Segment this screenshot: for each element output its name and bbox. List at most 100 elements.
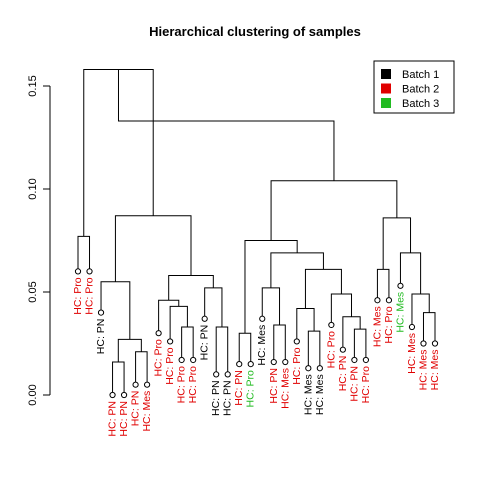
leaf-point	[397, 282, 404, 289]
merge-link	[270, 252, 324, 288]
leaf-label: HC: Pro	[360, 366, 372, 404]
merge-link	[112, 361, 125, 395]
merge-link	[422, 312, 436, 344]
leaf-label: HC: PN	[95, 319, 107, 355]
leaf-label: HC: Pro	[291, 347, 303, 385]
leaf-point	[236, 361, 243, 368]
leaf-label: HC: Mes	[371, 306, 383, 347]
leaf-label: HC: Mes	[302, 374, 314, 415]
legend-entry: Batch 2	[402, 84, 439, 96]
leaf-label: HC: Pro	[164, 347, 176, 385]
merge-link	[114, 215, 192, 282]
leaf-point	[282, 358, 289, 366]
leaf-label: HC: Pro	[187, 366, 199, 404]
leaf-point	[293, 338, 300, 345]
leaf-point	[190, 356, 197, 364]
leaf-label: HC: PN	[107, 401, 119, 437]
leaf-point	[247, 361, 254, 368]
merge-link	[169, 305, 188, 342]
merge-link	[296, 307, 315, 342]
merge-link	[342, 316, 361, 350]
merge-link	[181, 326, 194, 360]
leaf-point	[224, 371, 231, 378]
merge-link	[204, 287, 223, 328]
legend-entry: Batch 3	[402, 98, 439, 110]
leaf-point	[374, 297, 381, 304]
leaf-label: HC: PN	[337, 356, 349, 392]
leaf-point	[213, 371, 220, 378]
leaf-point	[109, 391, 116, 399]
dendrogram-tree	[77, 69, 436, 395]
leaf-point	[259, 315, 266, 322]
legend-swatch	[381, 69, 391, 79]
leaf-point	[316, 365, 323, 372]
leaf-point	[201, 315, 208, 322]
leaf-point	[362, 356, 370, 364]
leaf-label: HC: PN	[130, 391, 142, 427]
y-axis: 0.00 0.05 0.10 0.15	[27, 75, 51, 406]
leaf-point	[351, 356, 358, 364]
leaf-label: HC: PN	[268, 368, 280, 404]
leaf-point	[431, 340, 439, 347]
leaf-label: HC: Mes	[141, 391, 153, 432]
leaf-point	[167, 338, 174, 345]
leaf-label: HC: Pro	[383, 306, 395, 344]
leaf-point	[143, 381, 151, 388]
leaf-point	[74, 268, 82, 275]
leaf-point	[305, 365, 312, 372]
leaf-label: HC: PN	[210, 380, 222, 416]
leaf-point	[178, 356, 185, 364]
leaf-label: HC: PN	[118, 401, 130, 437]
merge-link	[135, 351, 148, 385]
leaf-label: HC: Pro	[84, 277, 96, 315]
leaf-label: HC: Mes	[417, 350, 429, 391]
merge-link	[376, 268, 390, 301]
legend-swatch	[381, 98, 391, 108]
merge-link	[270, 180, 398, 241]
leaf-label: HC: Mes	[406, 333, 418, 374]
legend-entry: Batch 1	[402, 69, 439, 81]
leaf-point	[120, 391, 128, 399]
leaf-point	[420, 340, 427, 347]
leaf-label: HC: PN	[233, 370, 245, 406]
merge-link	[330, 293, 353, 325]
merge-link	[77, 235, 91, 272]
merge-link	[158, 299, 180, 334]
leaf-label: HC: Mes	[314, 374, 326, 415]
leaf-label: HC: PN	[222, 380, 234, 416]
legend: Batch 1 Batch 2 Batch 3	[373, 60, 455, 114]
y-tick-label: 0.00	[27, 384, 39, 405]
y-tick-label: 0.15	[27, 75, 39, 96]
leaf-label: HC: Mes	[279, 368, 291, 409]
leaf-point	[328, 321, 335, 329]
leaf-point	[132, 381, 139, 388]
leaf-point	[270, 358, 277, 366]
y-tick-label: 0.10	[27, 178, 39, 199]
leaf-point	[385, 297, 393, 304]
merge-link	[117, 69, 335, 181]
merge-link	[238, 332, 252, 365]
merge-link	[273, 324, 286, 363]
leaf-label: HC: Pro	[153, 339, 165, 377]
y-tick-label: 0.05	[27, 281, 39, 302]
merge-link	[215, 326, 229, 375]
leaf-label: HC: PN	[199, 325, 211, 361]
legend-swatch	[381, 83, 391, 94]
merge-link	[304, 268, 342, 309]
leaf-label: HC: PN	[348, 366, 360, 402]
leaf-label: HC: Pro	[176, 366, 188, 404]
leaf-point	[408, 323, 416, 331]
leaf-label: HC: Pro	[72, 277, 84, 315]
merge-link	[411, 293, 430, 328]
leaf-point	[86, 268, 93, 275]
merge-link	[382, 217, 412, 270]
leaf-label: HC: Mes	[256, 325, 268, 366]
leaf-point	[155, 330, 162, 337]
leaf-point	[97, 309, 105, 316]
merge-link	[307, 330, 321, 369]
leaf-point	[339, 346, 346, 353]
chart-title: Hierarchical clustering of samples	[149, 24, 361, 39]
